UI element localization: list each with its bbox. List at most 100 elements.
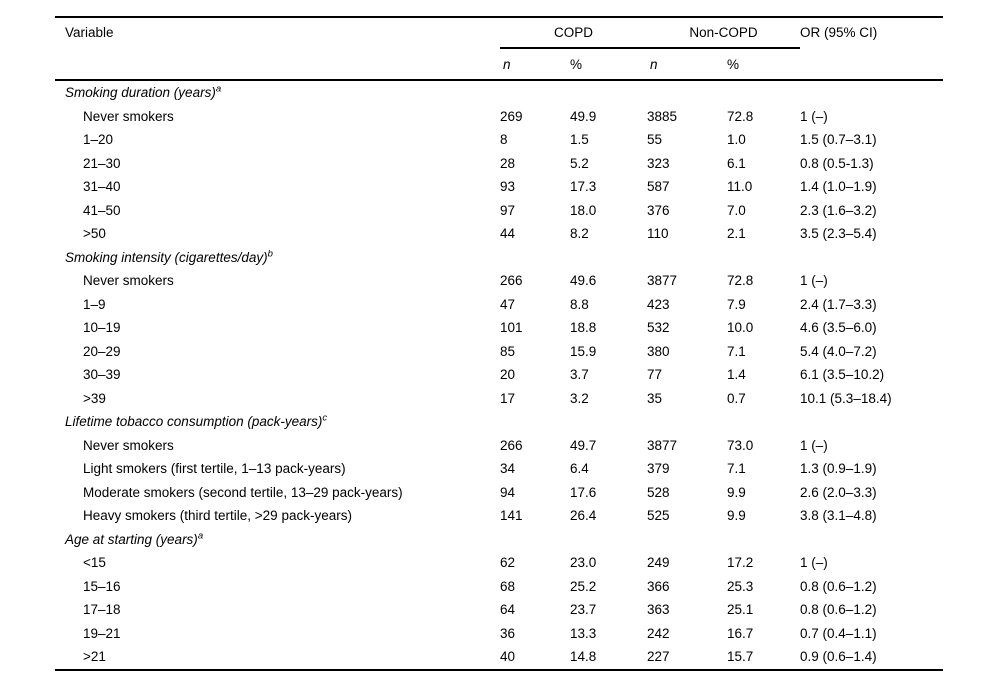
row-label: 10–19	[83, 320, 121, 336]
section-header-row: Smoking duration (years)a	[55, 80, 943, 105]
cell-value: 9.9	[727, 484, 746, 500]
cell-value: 101	[500, 320, 523, 336]
section-title: Smoking intensity (cigarettes/day)b	[55, 246, 943, 270]
row-label: Heavy smokers (third tertile, >29 pack-y…	[83, 508, 352, 524]
table-row: Never smokers 269 49.9 3885 72.8 1 (–)	[55, 105, 943, 129]
cell-value: 2.3 (1.6–3.2)	[800, 202, 877, 218]
cell-value: 380	[647, 343, 670, 359]
cell-value: 49.9	[570, 108, 597, 124]
cell-value: 587	[647, 179, 670, 195]
cell-value: 269	[500, 108, 523, 124]
table-row: 1–20 8 1.5 55 1.0 1.5 (0.7–3.1)	[55, 128, 943, 152]
cell-value: 10.0	[727, 320, 754, 336]
cell-value: 26.4	[570, 508, 597, 524]
cell-value: 110	[647, 226, 669, 242]
cell-value: 49.7	[570, 437, 597, 453]
row-label: Never smokers	[83, 108, 174, 124]
cell-value: 36	[500, 625, 516, 641]
cell-value: 528	[647, 484, 670, 500]
cell-value: 23.0	[570, 555, 597, 571]
column-header-variable: Variable	[55, 17, 500, 81]
table-row: >39 17 3.2 35 0.7 10.1 (5.3–18.4)	[55, 387, 943, 411]
cell-value: 85	[500, 343, 516, 359]
cell-value: 11.0	[727, 179, 753, 195]
cell-value: 28	[500, 155, 516, 171]
column-group-copd: COPD	[500, 17, 648, 49]
table-body: Smoking duration (years)a Never smokers 26…	[55, 80, 943, 670]
cell-value: 17.3	[570, 179, 597, 195]
cell-value: 1 (–)	[800, 273, 828, 289]
table-row: Moderate smokers (second tertile, 13–29 …	[55, 481, 943, 505]
table-row: 17–18 64 23.7 363 25.1 0.8 (0.6–1.2)	[55, 598, 943, 622]
row-label: 1–20	[83, 132, 114, 148]
cell-value: 25.3	[727, 578, 754, 594]
table-row: 21–30 28 5.2 323 6.1 0.8 (0.5-1.3)	[55, 152, 943, 176]
cell-value: 3885	[647, 108, 678, 124]
row-label: 21–30	[83, 155, 121, 171]
cell-value: 6.4	[570, 461, 589, 477]
row-label: >50	[83, 226, 106, 242]
row-label: Light smokers (first tertile, 1–13 pack-…	[83, 461, 346, 477]
cell-value: 3877	[647, 437, 678, 453]
cell-value: 0.8 (0.6–1.2)	[800, 578, 877, 594]
cell-value: 1 (–)	[800, 108, 828, 124]
cell-value: 97	[500, 202, 516, 218]
cell-value: 13.3	[570, 625, 597, 641]
cell-value: 1.4	[727, 367, 746, 383]
cell-value: 9.9	[727, 508, 746, 524]
cell-value: 249	[647, 555, 670, 571]
cell-value: 6.1 (3.5–10.2)	[800, 367, 885, 383]
cell-value: 23.7	[570, 602, 597, 618]
cell-value: 7.1	[727, 343, 746, 359]
row-label: Never smokers	[83, 273, 174, 289]
cell-value: 0.7 (0.4–1.1)	[800, 625, 877, 641]
column-header-or-ci: OR (95% CI)	[800, 17, 944, 81]
cell-value: 8	[500, 132, 508, 148]
row-label: 1–9	[83, 296, 106, 312]
cell-value: 5.2	[570, 155, 589, 171]
cell-value: 266	[500, 437, 523, 453]
section-title-text: Age at starting (years)	[65, 531, 198, 547]
row-label: 20–29	[83, 343, 121, 359]
cell-value: 68	[500, 578, 516, 594]
table-row: Never smokers 266 49.6 3877 72.8 1 (–)	[55, 269, 943, 293]
subheader-non-copd-n: n	[647, 48, 728, 81]
cell-value: 15.7	[727, 649, 754, 665]
subheader-non-copd-pct: %	[727, 48, 801, 81]
cell-value: 55	[647, 132, 663, 148]
cell-value: 16.7	[727, 625, 754, 641]
cell-value: 5.4 (4.0–7.2)	[800, 343, 877, 359]
cell-value: 35	[647, 390, 663, 406]
cell-value: 25.1	[727, 602, 754, 618]
table-header: Variable COPD Non-COPD OR (95% CI) n % n…	[55, 17, 944, 81]
footnote-marker: b	[267, 248, 273, 260]
subheader-copd-n: n	[500, 48, 570, 81]
cell-value: 72.8	[727, 108, 754, 124]
section-title-text: Smoking intensity (cigarettes/day)	[65, 249, 268, 265]
table-row: Heavy smokers (third tertile, >29 pack-y…	[55, 504, 943, 528]
cell-value: 363	[647, 602, 670, 618]
cell-value: 40	[500, 649, 516, 665]
cell-value: 93	[500, 179, 516, 195]
cell-value: 6.1	[727, 155, 746, 171]
cell-value: 423	[647, 296, 670, 312]
cell-value: 18.0	[570, 202, 597, 218]
cell-value: 49.6	[570, 273, 597, 289]
cell-value: 266	[500, 273, 523, 289]
cell-value: 1.5	[570, 132, 589, 148]
cell-value: 17.2	[727, 555, 754, 571]
table-row: <15 62 23.0 249 17.2 1 (–)	[55, 551, 943, 575]
cell-value: 3.7	[570, 367, 589, 383]
row-label: 30–39	[83, 367, 121, 383]
table-row: 41–50 97 18.0 376 7.0 2.3 (1.6–3.2)	[55, 199, 943, 223]
table-row: 31–40 93 17.3 587 11.0 1.4 (1.0–1.9)	[55, 175, 943, 199]
cell-value: 379	[647, 461, 670, 477]
table-row: >21 40 14.8 227 15.7 0.9 (0.6–1.4)	[55, 645, 943, 670]
cell-value: 1 (–)	[800, 555, 828, 571]
cell-value: 532	[647, 320, 670, 336]
cell-value: 3.8 (3.1–4.8)	[800, 508, 877, 524]
cell-value: 2.1	[727, 226, 746, 242]
cell-value: 1.3 (0.9–1.9)	[800, 461, 877, 477]
cell-value: 376	[647, 202, 670, 218]
